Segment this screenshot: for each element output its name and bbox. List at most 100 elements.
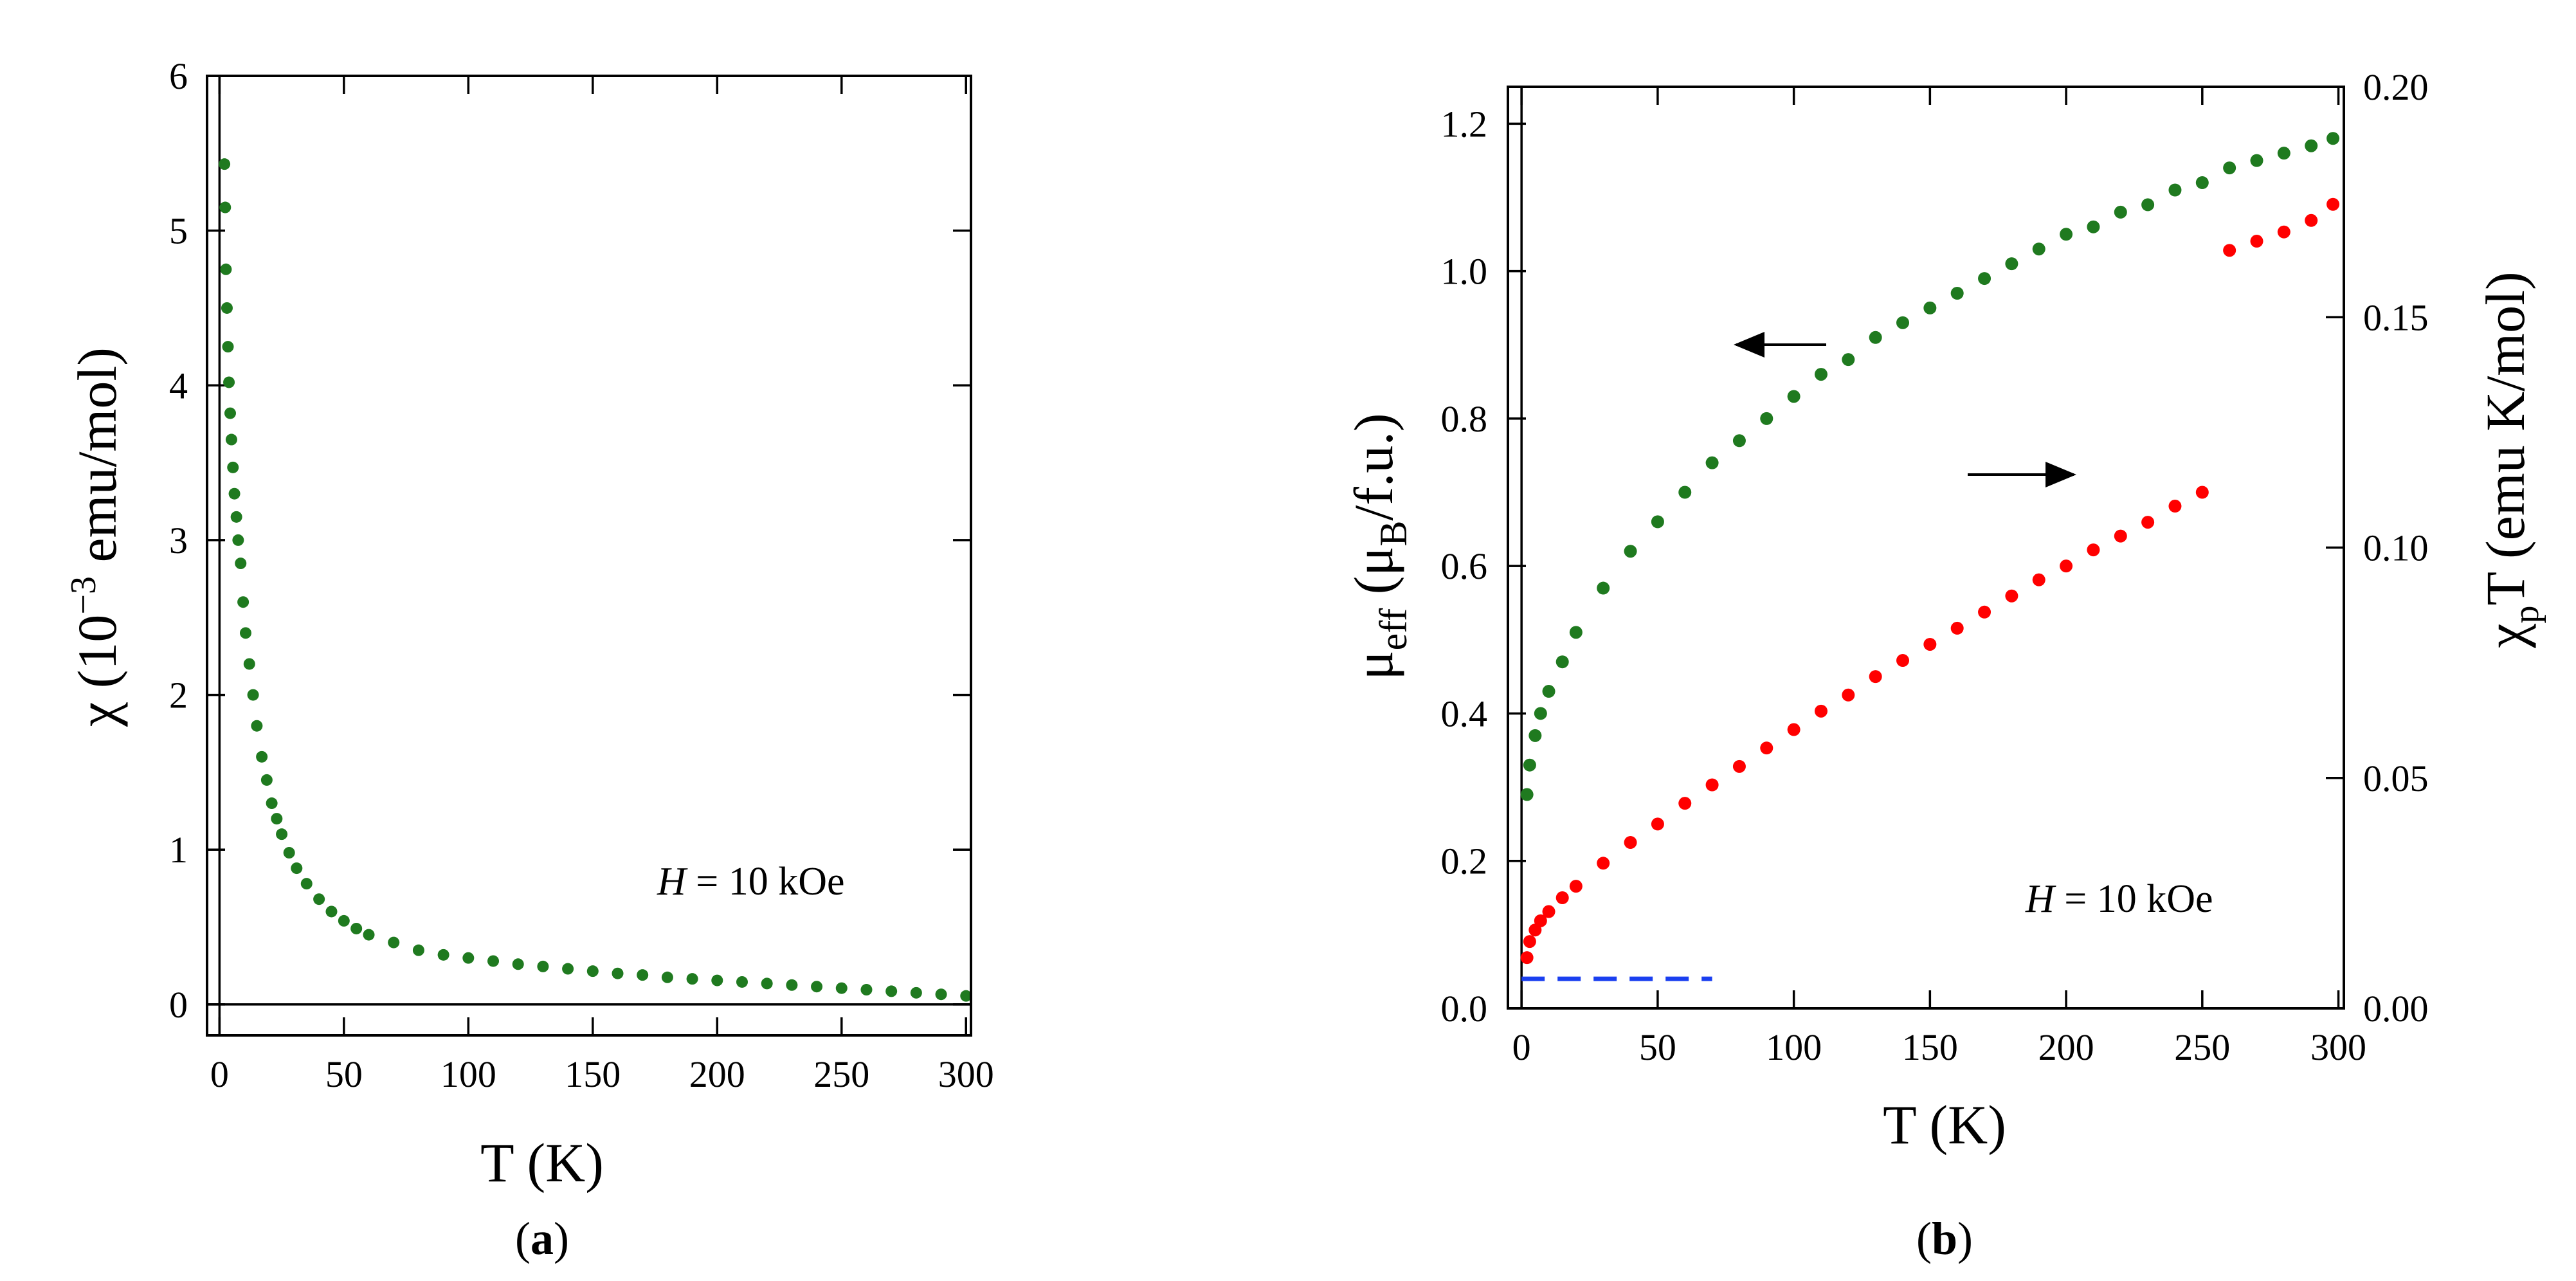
point-chi-37 xyxy=(537,960,549,972)
y-tick-label-6: 6 xyxy=(169,55,188,97)
point-mu_eff-18 xyxy=(1896,316,1910,329)
b-right-tick-label-0.15: 0.15 xyxy=(2363,296,2429,338)
b-x-tick-label-150: 150 xyxy=(1902,1026,1958,1068)
panel-a-plot-frame xyxy=(206,75,972,1037)
point-chi-44 xyxy=(711,974,723,986)
panel-a-x-axis-label: T (K) xyxy=(480,1132,604,1194)
b-x-tick-label-200: 200 xyxy=(2038,1026,2094,1068)
point-chi_p_T-14 xyxy=(1787,723,1800,736)
point-chi-12 xyxy=(235,558,247,570)
point-chi-14 xyxy=(239,627,251,639)
point-mu_eff-29 xyxy=(2195,176,2209,190)
point-chi-16 xyxy=(247,689,259,701)
x-tick-label-150: 150 xyxy=(565,1053,621,1095)
point-chi_p_T-4 xyxy=(1542,905,1556,918)
b-left-tick-label-1.0: 1.0 xyxy=(1441,251,1488,293)
point-chi-50 xyxy=(860,984,873,996)
point-chi_p_T-24 xyxy=(2060,559,2073,573)
point-mu_eff-1 xyxy=(1523,758,1536,772)
point-chi-8 xyxy=(227,461,239,473)
point-chi-0 xyxy=(219,158,231,170)
point-mu_eff-11 xyxy=(1705,456,1719,469)
point-chi_p_T-25 xyxy=(2087,543,2100,557)
point-mu_eff-0 xyxy=(1520,788,1534,801)
point-chi-39 xyxy=(586,965,599,977)
point-chi_p_T-33 xyxy=(2305,214,2318,227)
b-left-tick-label-0.4: 0.4 xyxy=(1441,693,1488,734)
panel-b-right-y-axis-label: χpT (emu K/mol) xyxy=(2474,271,2546,648)
point-mu_eff-22 xyxy=(2005,257,2018,271)
point-chi-24 xyxy=(291,862,303,875)
b-right-tick-label-0.00: 0.00 xyxy=(2363,988,2429,1030)
point-chi-31 xyxy=(388,936,400,949)
point-chi-43 xyxy=(686,973,698,985)
point-mu_eff-10 xyxy=(1678,486,1692,499)
point-chi-54 xyxy=(960,990,972,1002)
point-chi_p_T-34 xyxy=(2327,197,2340,211)
b-left-tick-label-0.2: 0.2 xyxy=(1441,840,1488,882)
point-chi-15 xyxy=(243,658,255,670)
panel-b-label: (b) xyxy=(1916,1213,1973,1264)
point-mu_eff-33 xyxy=(2305,139,2318,152)
panel-b-field-annotation: H = 10 kOe xyxy=(2025,877,2213,921)
point-chi_p_T-13 xyxy=(1760,741,1773,755)
point-chi_p_T-30 xyxy=(2223,244,2236,257)
point-chi_p_T-32 xyxy=(2277,225,2290,239)
b-x-tick-label-250: 250 xyxy=(2174,1026,2230,1068)
point-mu_eff-19 xyxy=(1923,301,1937,314)
point-chi_p_T-11 xyxy=(1705,778,1719,792)
y-tick-label-4: 4 xyxy=(169,365,188,406)
point-mu_eff-15 xyxy=(1814,368,1828,381)
point-chi-18 xyxy=(256,750,268,763)
point-chi_p_T-3 xyxy=(1534,914,1547,927)
panel-a-field-annotation: H = 10 kOe xyxy=(657,860,845,904)
point-chi_p_T-22 xyxy=(2005,589,2018,603)
point-chi-11 xyxy=(232,534,244,546)
point-chi_p_T-19 xyxy=(1923,637,1937,651)
point-chi-22 xyxy=(276,828,288,840)
point-chi_p_T-8 xyxy=(1624,836,1637,849)
point-mu_eff-3 xyxy=(1534,707,1547,720)
x-tick-label-100: 100 xyxy=(440,1053,496,1095)
point-chi-5 xyxy=(223,376,235,388)
point-chi_p_T-5 xyxy=(1556,891,1569,905)
point-chi_p_T-17 xyxy=(1869,670,1882,684)
point-chi-20 xyxy=(266,797,278,810)
point-mu_eff-17 xyxy=(1869,331,1882,344)
point-chi_p_T-16 xyxy=(1842,688,1855,702)
point-chi_p_T-27 xyxy=(2141,516,2155,529)
b-right-tick-label-0.20: 0.20 xyxy=(2363,66,2429,108)
b-left-tick-label-0.6: 0.6 xyxy=(1441,545,1488,587)
point-chi-42 xyxy=(661,971,673,983)
b-x-tick-label-300: 300 xyxy=(2310,1026,2366,1068)
b-x-tick-label-0: 0 xyxy=(1512,1026,1531,1068)
point-chi_p_T-23 xyxy=(2032,573,2045,586)
point-chi-33 xyxy=(437,949,449,961)
point-chi_p_T-21 xyxy=(1978,605,1991,619)
point-mu_eff-16 xyxy=(1842,353,1855,367)
point-chi-41 xyxy=(637,969,649,981)
b-x-tick-label-50: 50 xyxy=(1639,1026,1676,1068)
b-x-tick-label-100: 100 xyxy=(1766,1026,1822,1068)
y-tick-label-2: 2 xyxy=(169,675,188,716)
panel-b-points xyxy=(1520,132,2340,981)
point-chi-46 xyxy=(761,977,773,990)
b-left-tick-label-0.0: 0.0 xyxy=(1441,988,1488,1030)
x-tick-label-250: 250 xyxy=(813,1053,869,1095)
point-chi-47 xyxy=(786,979,798,991)
point-chi_p_T-12 xyxy=(1732,759,1746,773)
point-chi-25 xyxy=(300,878,313,890)
point-mu_eff-14 xyxy=(1787,390,1800,403)
x-tick-label-200: 200 xyxy=(689,1053,745,1095)
point-chi-10 xyxy=(230,511,242,523)
b-left-tick-label-1.2: 1.2 xyxy=(1441,103,1488,145)
point-chi_p_T-10 xyxy=(1678,797,1692,810)
chart-panel-b: 0 50 100 150 200 250 300 0.0 0.2 0.4 0.6 0.8 1.0 1.2 0… xyxy=(1343,66,2546,1264)
point-mu_eff-4 xyxy=(1542,685,1556,698)
point-mu_eff-6 xyxy=(1569,626,1583,639)
y-tick-label-3: 3 xyxy=(169,520,188,561)
point-chi-2 xyxy=(220,263,232,275)
point-chi-40 xyxy=(612,967,624,979)
point-chi-29 xyxy=(350,922,363,934)
